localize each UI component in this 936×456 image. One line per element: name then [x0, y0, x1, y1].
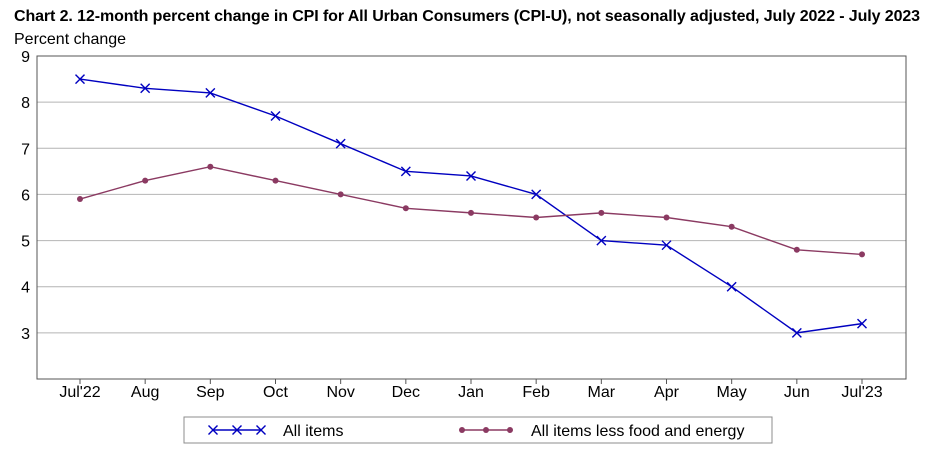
data-point	[857, 318, 867, 329]
x-tick-label: Sep	[196, 384, 225, 401]
data-point	[77, 196, 83, 203]
legend-marker	[507, 427, 513, 433]
y-tick-label: 8	[21, 95, 30, 112]
x-tick-label: Jan	[458, 384, 484, 401]
x-tick-label: Jul'23	[841, 384, 882, 401]
x-tick-label: May	[717, 384, 747, 401]
data-point	[207, 163, 214, 170]
legend-label: All items less food and energy	[531, 423, 744, 440]
legend-marker	[256, 425, 266, 435]
data-point	[728, 223, 735, 230]
data-point	[140, 83, 151, 94]
data-point	[75, 74, 85, 85]
data-point	[663, 214, 670, 221]
y-axis-label: Percent change	[14, 31, 127, 48]
data-point	[661, 240, 672, 251]
data-point	[272, 177, 279, 184]
x-tick-label: Apr	[654, 384, 680, 401]
series-line-1	[79, 78, 863, 334]
x-tick-label: Nov	[326, 384, 354, 401]
data-point	[793, 246, 800, 253]
x-tick-label: Feb	[522, 384, 550, 401]
data-point	[726, 281, 737, 292]
legend-marker	[483, 427, 489, 433]
legend-label: All items	[283, 423, 343, 440]
data-point	[270, 110, 281, 121]
x-tick-label: Dec	[392, 384, 420, 401]
data-point	[142, 177, 149, 184]
legend-marker	[208, 425, 218, 435]
x-tick-label: Aug	[131, 384, 159, 401]
x-tick-label: Jun	[784, 384, 810, 401]
data-point	[400, 166, 411, 177]
data-point	[859, 251, 865, 258]
data-point	[468, 209, 474, 216]
data-point	[205, 87, 216, 98]
data-point	[596, 235, 607, 246]
legend-marker	[232, 425, 242, 435]
data-point	[402, 205, 409, 212]
chart-title: Chart 2. 12-month percent change in CPI …	[14, 8, 920, 25]
y-tick-label: 9	[21, 49, 30, 66]
data-point	[791, 327, 802, 338]
data-point	[337, 191, 344, 198]
y-tick-label: 4	[21, 280, 30, 297]
y-tick-label: 3	[21, 326, 30, 343]
y-tick-label: 6	[21, 187, 30, 204]
x-tick-label: Jul'22	[59, 384, 100, 401]
data-point	[533, 214, 540, 221]
y-tick-label: 7	[21, 141, 30, 158]
data-point	[466, 170, 476, 181]
y-tick-label: 5	[21, 234, 30, 251]
plot-border	[36, 55, 907, 380]
data-point	[598, 209, 605, 216]
data-point	[531, 189, 542, 200]
data-point	[335, 138, 346, 149]
x-tick-label: Mar	[588, 384, 616, 401]
legend-marker	[459, 427, 465, 433]
x-tick-label: Oct	[263, 384, 288, 401]
